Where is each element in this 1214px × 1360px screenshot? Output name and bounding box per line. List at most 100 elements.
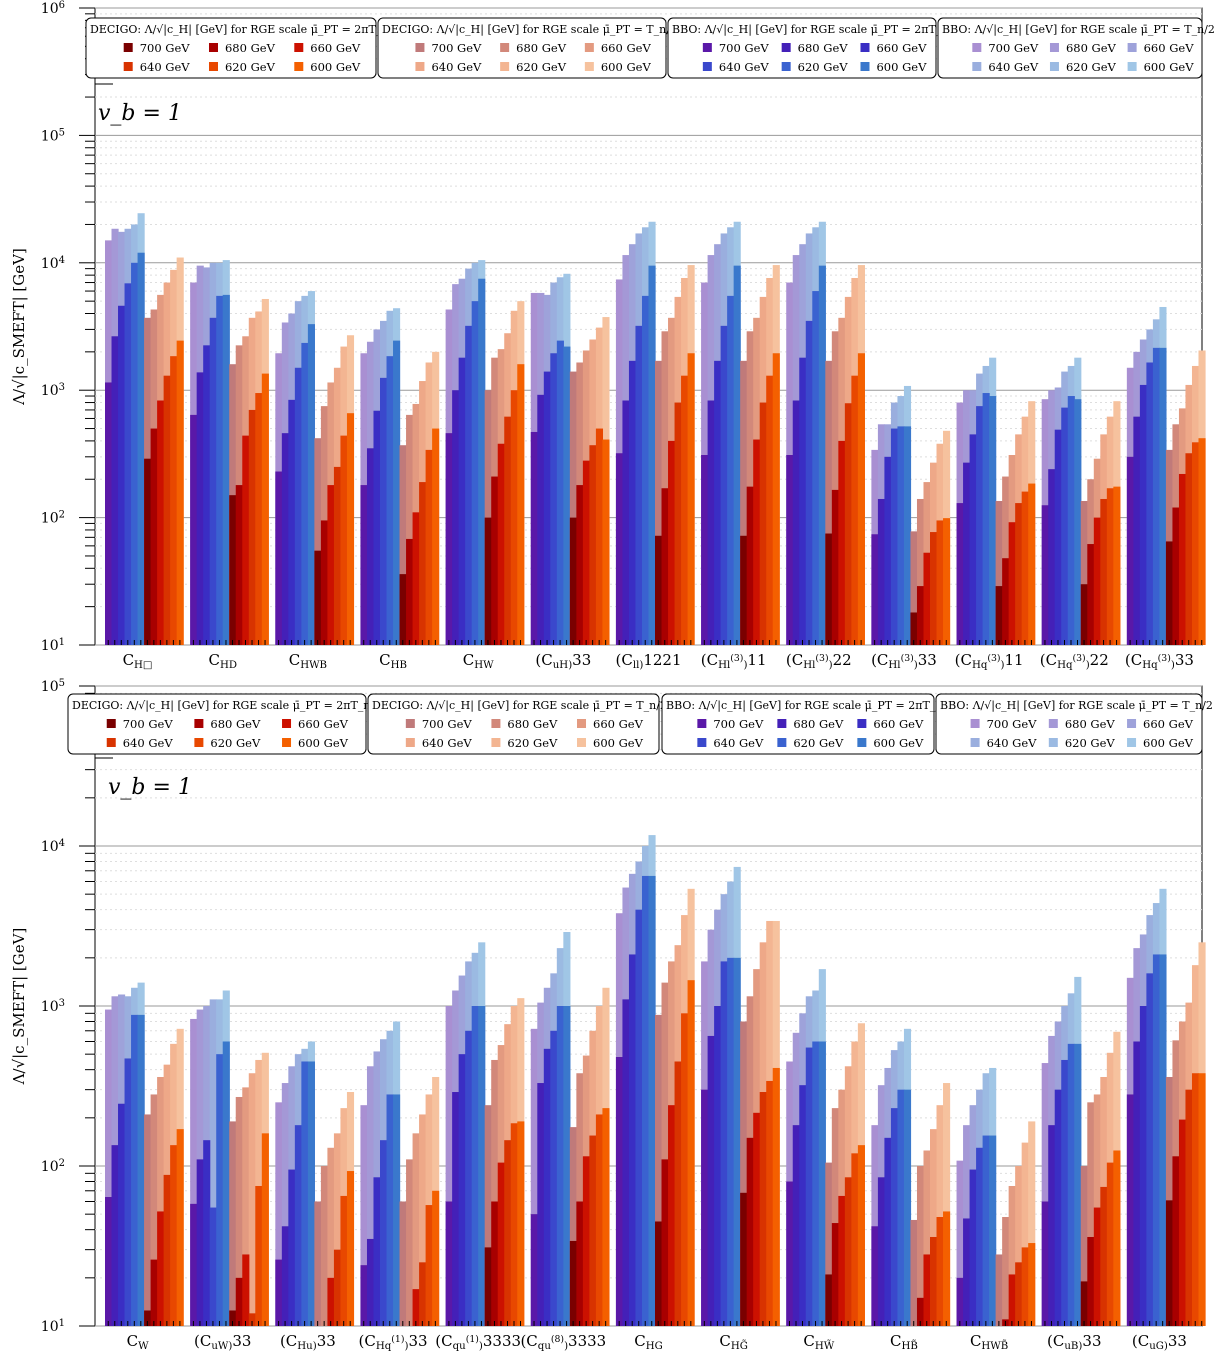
- legend-swatch: [970, 738, 980, 747]
- bar: [923, 1150, 931, 1326]
- bar: [595, 1114, 604, 1326]
- bar: [484, 1105, 492, 1326]
- bar: [1002, 1217, 1010, 1326]
- bar: [1008, 1274, 1016, 1326]
- legend-entry-label: 600 GeV: [873, 736, 924, 750]
- bar: [163, 375, 171, 645]
- bar: [655, 360, 663, 645]
- legend-swatch: [208, 43, 218, 52]
- bar: [209, 999, 217, 1326]
- bar: [661, 331, 669, 645]
- bar: [589, 1135, 597, 1326]
- bar: [628, 954, 637, 1326]
- bar: [288, 1169, 296, 1326]
- legend-swatch: [282, 719, 292, 728]
- bar: [1146, 973, 1154, 1326]
- bar: [131, 262, 139, 645]
- bar: [255, 1185, 263, 1326]
- bar: [550, 353, 558, 645]
- bar: [648, 875, 656, 1326]
- bar: [877, 498, 886, 645]
- bar: [190, 414, 198, 645]
- legend-swatch: [970, 719, 980, 728]
- x-tick-label: (CHl(3))11: [701, 651, 767, 671]
- x-tick-label: (CHq(3))22: [1040, 651, 1109, 671]
- bar: [655, 1221, 663, 1326]
- bar: [216, 1054, 224, 1326]
- bar: [1080, 500, 1088, 645]
- bar: [1028, 483, 1036, 645]
- bar: [740, 535, 748, 645]
- bar: [1106, 1162, 1114, 1326]
- legend-swatch: [208, 62, 218, 71]
- bar: [910, 612, 918, 645]
- bar: [792, 1125, 800, 1326]
- bar: [1015, 1262, 1023, 1326]
- legend-entry-label: 600 GeV: [1143, 736, 1194, 750]
- bar: [1178, 1119, 1187, 1326]
- bar: [150, 1094, 158, 1326]
- legend-title: BBO: Λ/√|c_H| [GeV] for RGE scale μ̄_PT …: [942, 23, 1214, 37]
- legend-swatch: [106, 719, 116, 728]
- bar: [976, 1147, 984, 1326]
- bar: [484, 1247, 492, 1326]
- bar: [1185, 453, 1193, 645]
- legend-swatch: [584, 62, 594, 71]
- legend-swatch: [860, 43, 870, 52]
- legend-swatch: [1049, 43, 1059, 52]
- bar: [537, 394, 545, 645]
- x-tick-label: CHWB: [289, 651, 327, 671]
- bar: [281, 433, 289, 645]
- legend-swatch: [106, 738, 116, 747]
- bar: [674, 1061, 682, 1326]
- bar: [281, 1226, 289, 1326]
- bar: [1198, 438, 1206, 645]
- bar: [105, 382, 113, 645]
- bar: [956, 1160, 964, 1326]
- legend-entry-label: 620 GeV: [1065, 736, 1116, 750]
- bar: [969, 1169, 977, 1326]
- legend-entry-label: 640 GeV: [123, 736, 174, 750]
- bar: [641, 295, 650, 645]
- legend-entry-label: 620 GeV: [225, 60, 276, 74]
- bar: [595, 428, 604, 645]
- bar: [825, 360, 833, 645]
- bar: [746, 486, 754, 645]
- legend-swatch: [415, 43, 425, 52]
- y-tick-label: 104: [41, 838, 65, 855]
- bar: [930, 1129, 938, 1326]
- bar: [956, 1277, 964, 1326]
- bar: [314, 1201, 322, 1326]
- x-tick-label: CHB̃: [890, 1332, 918, 1352]
- bar: [1048, 1125, 1056, 1326]
- bar: [196, 1159, 204, 1326]
- x-tick-label: (CuW)33: [194, 1332, 251, 1352]
- legend-swatch: [194, 719, 204, 728]
- bar: [569, 1240, 577, 1326]
- bar: [1054, 429, 1062, 645]
- legend-title: DECIGO: Λ/√|c_H| [GeV] for RGE scale μ̄_…: [90, 23, 388, 37]
- bar: [360, 485, 368, 645]
- legend-entry-label: 660 GeV: [1143, 717, 1194, 731]
- bar: [897, 1089, 905, 1326]
- y-tick-label: 103: [41, 998, 65, 1015]
- x-tick-label: CHG: [634, 1332, 663, 1352]
- bar: [465, 325, 473, 645]
- x-tick-label: CHW: [463, 651, 494, 671]
- bar: [943, 518, 951, 645]
- bar: [105, 1197, 113, 1326]
- bar: [1152, 954, 1161, 1326]
- bar: [753, 1112, 761, 1326]
- bar: [851, 375, 859, 645]
- bar: [759, 1092, 767, 1326]
- bar: [995, 500, 1003, 645]
- bar: [923, 552, 931, 645]
- bar: [150, 428, 158, 645]
- bar: [360, 1265, 368, 1326]
- bar: [655, 1014, 663, 1326]
- bar: [314, 438, 322, 645]
- bar: [569, 517, 577, 645]
- bar: [1028, 1243, 1036, 1326]
- legend-swatch: [491, 719, 501, 728]
